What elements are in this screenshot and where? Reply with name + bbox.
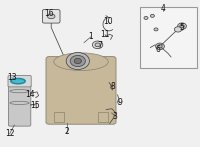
Text: 10: 10	[103, 17, 113, 26]
Circle shape	[174, 27, 182, 32]
Text: 1: 1	[89, 31, 93, 41]
Ellipse shape	[54, 53, 108, 71]
Text: 5: 5	[180, 23, 184, 32]
Text: 11: 11	[100, 30, 110, 39]
Circle shape	[154, 28, 158, 31]
Text: 16: 16	[44, 9, 54, 19]
Text: 8: 8	[110, 82, 115, 91]
Text: 12: 12	[5, 129, 14, 138]
Text: 4: 4	[161, 4, 165, 13]
Circle shape	[144, 16, 148, 19]
Ellipse shape	[47, 14, 55, 19]
Text: 15: 15	[30, 101, 40, 110]
FancyBboxPatch shape	[46, 57, 116, 124]
Text: 13: 13	[7, 73, 16, 82]
Bar	[54, 112, 64, 122]
Circle shape	[178, 23, 186, 29]
Text: 3: 3	[113, 112, 117, 121]
Text: 2: 2	[65, 127, 69, 136]
Bar	[140, 7, 197, 68]
Bar	[98, 112, 108, 122]
FancyBboxPatch shape	[42, 10, 60, 23]
Circle shape	[158, 45, 162, 48]
Circle shape	[95, 43, 100, 47]
Text: 14: 14	[25, 90, 34, 99]
FancyBboxPatch shape	[8, 84, 31, 126]
Text: 9: 9	[118, 98, 122, 107]
Text: 7: 7	[98, 41, 102, 50]
Circle shape	[180, 25, 184, 28]
Circle shape	[156, 43, 164, 50]
Circle shape	[92, 41, 103, 49]
Ellipse shape	[11, 78, 25, 84]
Text: 6: 6	[156, 45, 160, 54]
Circle shape	[66, 52, 89, 70]
Circle shape	[150, 14, 154, 17]
Circle shape	[70, 55, 85, 67]
FancyBboxPatch shape	[8, 76, 31, 87]
Circle shape	[74, 58, 81, 64]
